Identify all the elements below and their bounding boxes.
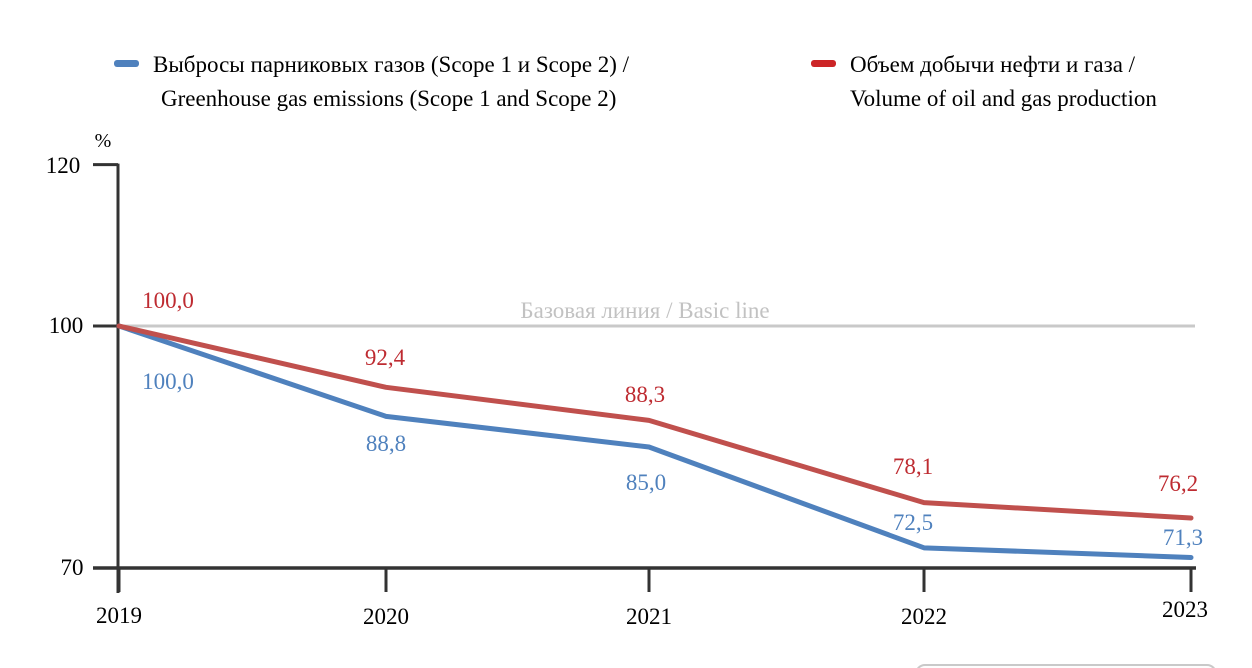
cutoff-bottom-panel <box>915 664 1217 668</box>
emissions-label-2021: 85,0 <box>625 470 667 495</box>
y-tick-120: 120 <box>45 153 81 178</box>
emissions-legend-line1: Выбросы парниковых газов (Scope 1 и Scop… <box>153 52 630 77</box>
y-tick-100: 100 <box>48 313 84 338</box>
x-tick-2019: 2019 <box>96 603 142 628</box>
baseline-label: Базовая линия / Basic line <box>520 298 770 323</box>
x-tick-2020: 2020 <box>363 604 409 629</box>
production-legend-line2: Volume of oil and gas production <box>850 86 1157 111</box>
x-tick-2022: 2022 <box>901 604 947 629</box>
production-label-2021: 88,3 <box>624 382 666 407</box>
y-axis-unit-label: % <box>94 130 112 152</box>
production-label-2020: 92,4 <box>364 345 406 370</box>
legend-item-emissions: Выбросы парниковых газов (Scope 1 и Scop… <box>114 48 629 116</box>
y-tick-70: 70 <box>60 555 84 580</box>
production-label-2023: 76,2 <box>1157 471 1199 496</box>
series-line-emissions <box>116 323 1194 560</box>
emissions-label-2023: 71,3 <box>1162 525 1204 550</box>
emissions-legend-line2: Greenhouse gas emissions (Scope 1 and Sc… <box>161 86 617 111</box>
x-tick-2023: 2023 <box>1162 597 1208 622</box>
production-legend-line1: Объем добычи нефти и газа / <box>850 52 1136 77</box>
production-legend-dash-icon <box>811 60 836 67</box>
emissions-legend-dash-icon <box>114 60 139 67</box>
emissions-label-2022: 72,5 <box>892 510 934 535</box>
x-tick-2021: 2021 <box>626 604 672 629</box>
production-label-2022: 78,1 <box>892 454 934 479</box>
production-label-2019: 100,0 <box>142 288 194 313</box>
emissions-label-2019: 100,0 <box>142 369 194 394</box>
legend-item-production: Объем добычи нефти и газа / Volume of oi… <box>811 48 1157 116</box>
series-line-production <box>116 323 1194 521</box>
emissions-label-2020: 88,8 <box>365 431 407 456</box>
